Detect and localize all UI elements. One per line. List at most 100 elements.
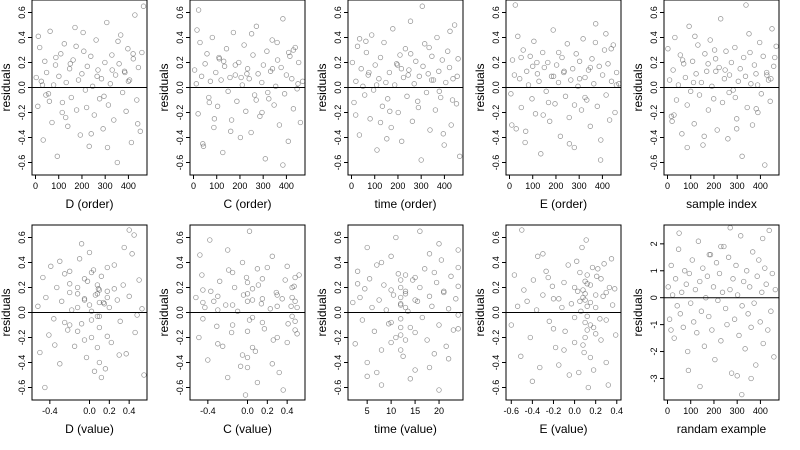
data-point xyxy=(732,94,738,101)
data-point xyxy=(742,346,748,352)
data-point xyxy=(400,74,407,81)
data-point xyxy=(747,284,753,290)
x-tick-label: 10 xyxy=(386,406,396,416)
data-point xyxy=(715,297,721,304)
data-point xyxy=(684,102,690,108)
data-point xyxy=(540,49,546,56)
data-point xyxy=(59,109,65,116)
data-point xyxy=(665,284,671,290)
data-point xyxy=(62,271,68,277)
data-point xyxy=(426,251,433,257)
x-tick-label: 0.0 xyxy=(241,406,254,416)
data-point xyxy=(54,153,60,159)
data-point xyxy=(364,244,370,251)
data-point xyxy=(745,311,751,317)
data-point xyxy=(122,69,128,76)
data-point xyxy=(754,82,761,88)
data-point xyxy=(195,111,201,117)
data-point xyxy=(398,347,404,353)
data-point xyxy=(550,73,557,79)
data-point xyxy=(737,66,743,72)
data-point xyxy=(540,251,546,257)
data-point xyxy=(450,327,457,333)
data-point xyxy=(106,304,112,311)
data-point xyxy=(562,328,568,334)
data-point xyxy=(747,49,753,56)
data-point xyxy=(679,289,685,295)
x-tick-label: -0.2 xyxy=(546,406,562,416)
data-point xyxy=(531,38,537,44)
y-tick-label: -0.4 xyxy=(491,355,501,371)
data-point xyxy=(727,286,733,293)
data-point xyxy=(56,73,62,79)
data-point xyxy=(63,79,69,86)
data-point xyxy=(104,294,110,301)
data-point xyxy=(772,54,778,61)
x-tick-label: 200 xyxy=(390,181,405,191)
data-point xyxy=(276,369,282,376)
x-tick-label: 15 xyxy=(410,406,420,416)
data-point xyxy=(109,52,115,58)
data-point xyxy=(559,304,565,311)
data-point xyxy=(537,364,543,371)
data-point xyxy=(763,281,769,287)
data-point xyxy=(383,307,389,313)
data-point xyxy=(392,82,398,88)
data-point xyxy=(741,278,747,285)
data-point xyxy=(540,292,546,298)
y-axis-label: residuals xyxy=(315,288,329,336)
y-tick-label: -0.6 xyxy=(333,380,343,396)
data-point xyxy=(126,293,132,299)
data-point xyxy=(104,264,110,271)
data-point xyxy=(269,361,275,367)
data-point xyxy=(571,144,577,151)
data-point xyxy=(35,103,41,109)
data-point xyxy=(78,321,85,327)
y-tick-label: 0.2 xyxy=(175,56,185,69)
data-point xyxy=(411,81,417,87)
x-tick-label: 200 xyxy=(74,181,89,191)
data-point xyxy=(529,378,536,384)
data-point xyxy=(381,39,387,46)
data-point xyxy=(405,72,411,78)
data-point xyxy=(388,287,394,293)
data-point xyxy=(445,356,452,362)
data-point xyxy=(372,62,378,68)
data-point xyxy=(73,43,79,49)
data-point xyxy=(260,62,267,68)
data-point xyxy=(771,354,777,360)
data-point xyxy=(512,2,518,8)
data-point xyxy=(140,3,147,9)
data-point xyxy=(261,326,268,332)
data-point xyxy=(356,132,363,138)
data-point xyxy=(132,329,138,336)
y-axis: -0.6 -0.4 -0.2 0.0 0.2 0.4 0.6 xyxy=(491,6,506,170)
data-point xyxy=(436,387,442,393)
data-point xyxy=(428,77,435,83)
data-point xyxy=(40,137,46,143)
data-point xyxy=(54,284,60,291)
x-tick-label: 200 xyxy=(706,181,721,191)
data-point xyxy=(207,237,213,243)
data-point xyxy=(534,59,540,66)
data-point xyxy=(388,253,394,259)
x-tick-label: 0.0 xyxy=(568,406,581,416)
data-point xyxy=(590,367,597,373)
data-point xyxy=(252,348,259,354)
data-point xyxy=(296,59,302,66)
data-point xyxy=(540,112,546,118)
y-tick-label: -0.2 xyxy=(17,330,27,346)
data-point xyxy=(716,64,722,71)
data-point xyxy=(276,122,283,128)
data-point xyxy=(67,61,73,67)
data-point xyxy=(139,49,145,56)
data-point xyxy=(545,274,551,281)
data-point xyxy=(132,12,138,18)
y-tick-label: -0.4 xyxy=(333,130,343,146)
data-point xyxy=(78,241,85,247)
data-point xyxy=(571,284,578,291)
data-point xyxy=(244,66,251,72)
data-point xyxy=(419,314,425,321)
data-point xyxy=(377,119,384,126)
data-point xyxy=(672,276,679,282)
